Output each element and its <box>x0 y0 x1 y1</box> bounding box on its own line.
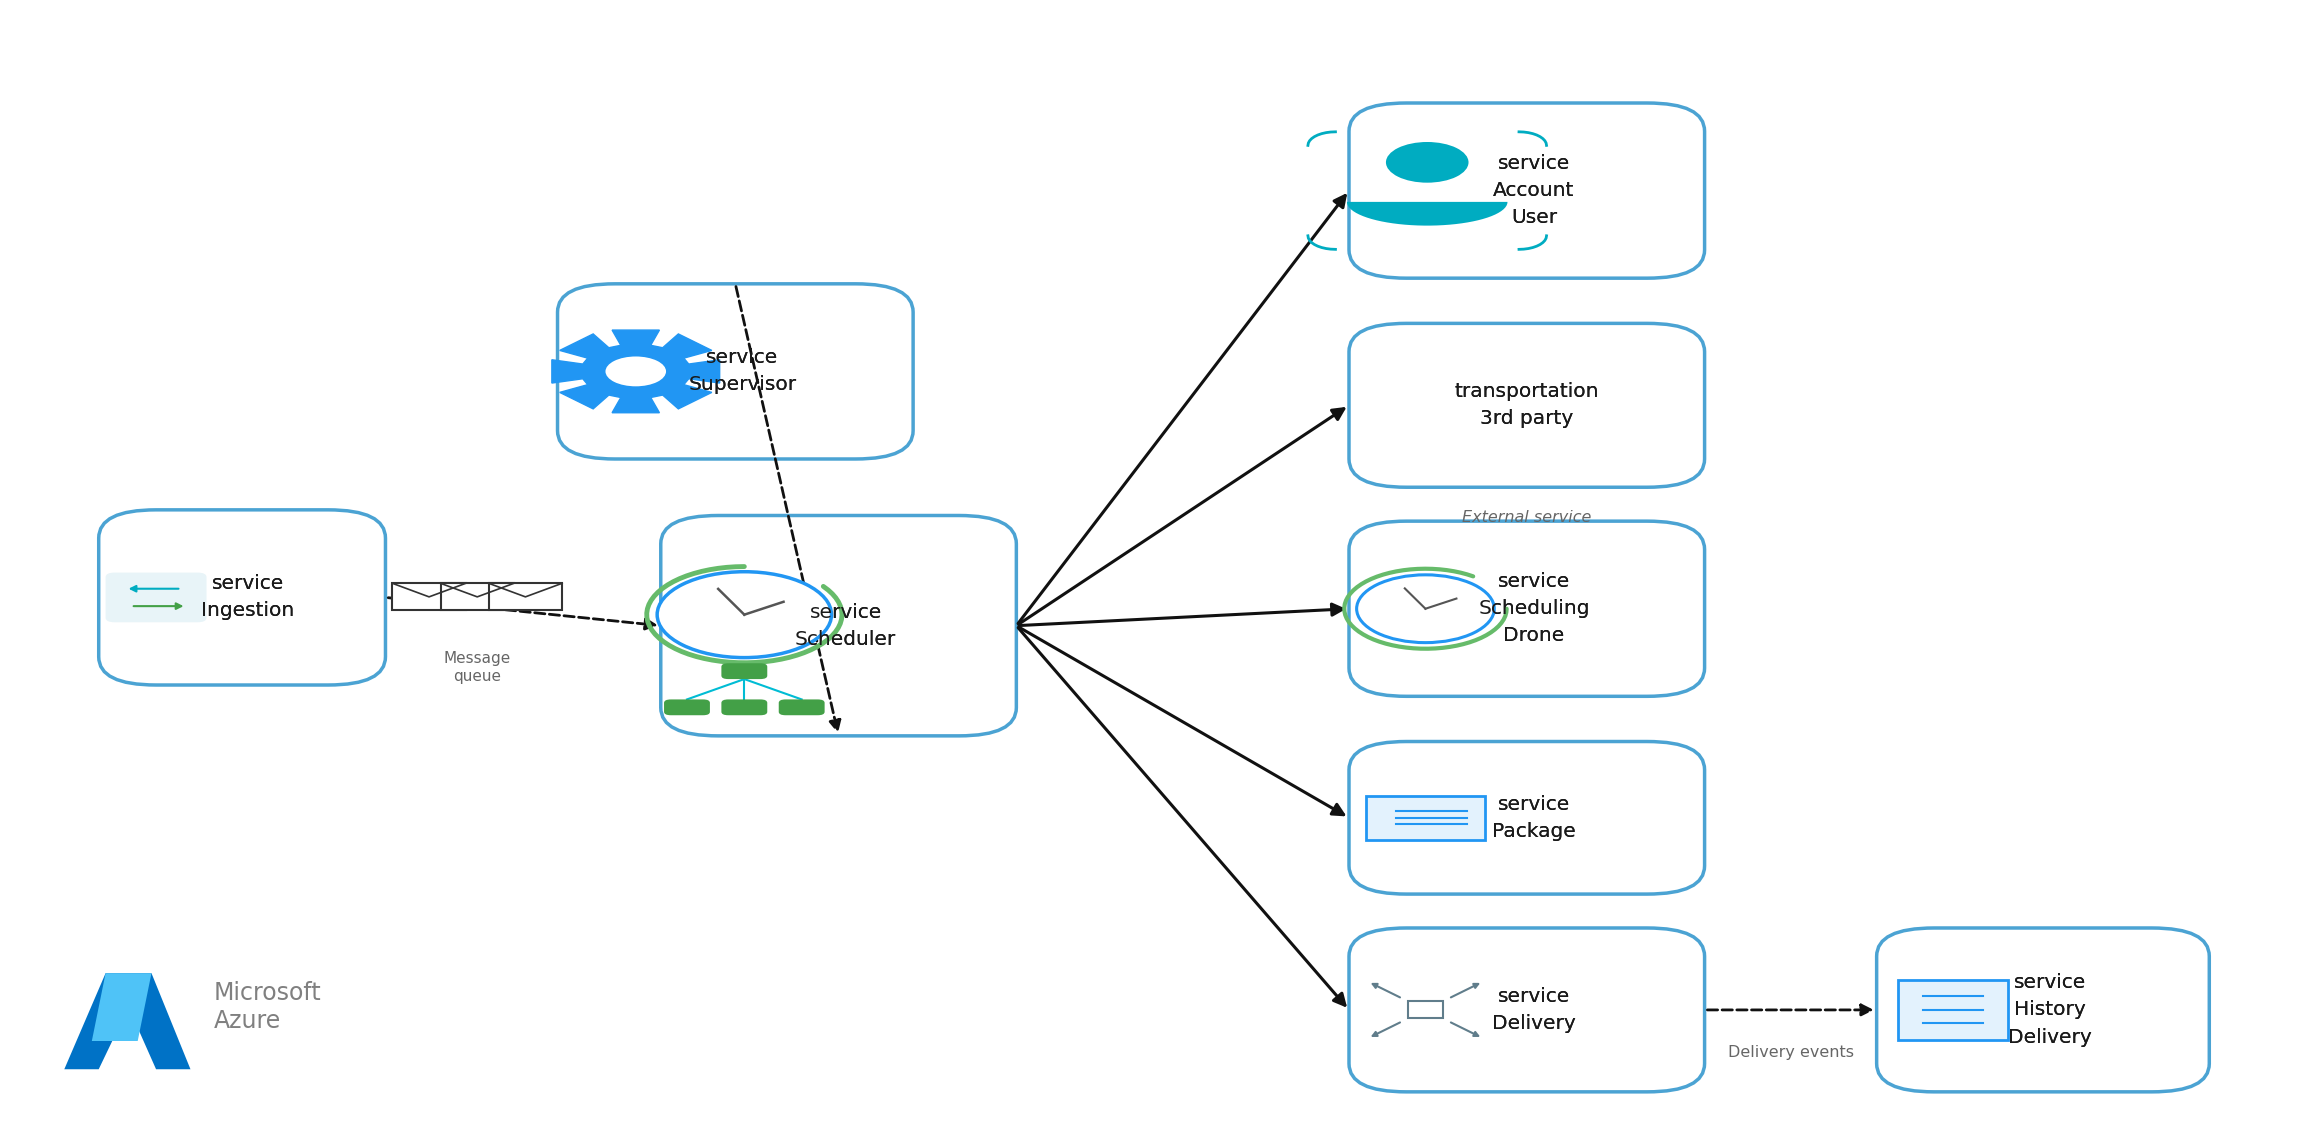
Text: service: service <box>1498 795 1569 813</box>
Text: Package: Package <box>1491 821 1576 841</box>
Text: service: service <box>212 574 284 594</box>
Text: service: service <box>810 603 882 621</box>
Text: Microsoft
Azure: Microsoft Azure <box>212 982 321 1033</box>
Circle shape <box>1357 574 1493 643</box>
Text: Delivery: Delivery <box>1491 1014 1576 1033</box>
FancyBboxPatch shape <box>1348 324 1706 487</box>
Text: Scheduler: Scheduler <box>794 629 896 649</box>
FancyBboxPatch shape <box>392 583 466 611</box>
Text: service: service <box>810 603 882 621</box>
Text: Account: Account <box>1493 181 1574 200</box>
Text: User: User <box>1512 208 1558 228</box>
Text: service: service <box>1498 572 1569 591</box>
FancyBboxPatch shape <box>441 583 515 611</box>
Text: User: User <box>1512 208 1558 228</box>
Text: service: service <box>706 348 778 367</box>
FancyBboxPatch shape <box>489 583 563 611</box>
Text: 3rd party: 3rd party <box>1479 410 1574 428</box>
FancyBboxPatch shape <box>1348 741 1706 895</box>
FancyBboxPatch shape <box>1408 1001 1442 1018</box>
FancyBboxPatch shape <box>106 572 205 622</box>
FancyBboxPatch shape <box>1897 980 2008 1040</box>
Circle shape <box>1385 142 1468 183</box>
Text: Scheduling: Scheduling <box>1477 599 1590 618</box>
Text: service: service <box>2013 974 2086 992</box>
Text: Ingestion: Ingestion <box>201 602 295 620</box>
FancyBboxPatch shape <box>1348 522 1706 697</box>
Circle shape <box>658 572 831 658</box>
Text: transportation: transportation <box>1454 382 1599 402</box>
Text: Account: Account <box>1493 181 1574 200</box>
Polygon shape <box>552 331 720 413</box>
FancyBboxPatch shape <box>778 699 824 715</box>
Text: service: service <box>1498 572 1569 591</box>
FancyBboxPatch shape <box>722 699 766 715</box>
Text: Message
queue: Message queue <box>443 651 510 683</box>
Text: Package: Package <box>1491 821 1576 841</box>
Text: Ingestion: Ingestion <box>201 602 295 620</box>
FancyBboxPatch shape <box>1366 796 1484 840</box>
Text: service: service <box>1498 987 1569 1006</box>
Text: History: History <box>2015 1000 2086 1019</box>
Text: External service: External service <box>1461 510 1593 525</box>
Text: Delivery: Delivery <box>2008 1027 2091 1047</box>
Text: Delivery: Delivery <box>2008 1027 2091 1047</box>
Text: service: service <box>1498 987 1569 1006</box>
Text: service: service <box>2013 974 2086 992</box>
Polygon shape <box>1348 201 1507 225</box>
FancyBboxPatch shape <box>1348 103 1706 278</box>
Text: Supervisor: Supervisor <box>688 375 796 395</box>
Text: service: service <box>212 574 284 594</box>
Text: Drone: Drone <box>1503 627 1565 645</box>
Polygon shape <box>92 974 152 1041</box>
Text: Supervisor: Supervisor <box>688 375 796 395</box>
FancyBboxPatch shape <box>665 699 711 715</box>
Text: service: service <box>1498 154 1569 173</box>
FancyBboxPatch shape <box>722 664 766 680</box>
FancyBboxPatch shape <box>660 516 1016 736</box>
Text: Delivery events: Delivery events <box>1729 1046 1853 1060</box>
FancyBboxPatch shape <box>99 510 385 685</box>
FancyBboxPatch shape <box>1348 928 1706 1091</box>
Text: service: service <box>1498 154 1569 173</box>
Polygon shape <box>65 974 192 1070</box>
Text: 3rd party: 3rd party <box>1479 410 1574 428</box>
FancyBboxPatch shape <box>559 284 914 459</box>
Circle shape <box>605 357 667 387</box>
Text: service: service <box>706 348 778 367</box>
Text: Scheduling: Scheduling <box>1477 599 1590 618</box>
Text: Scheduler: Scheduler <box>794 629 896 649</box>
Text: Drone: Drone <box>1503 627 1565 645</box>
Text: Delivery: Delivery <box>1491 1014 1576 1033</box>
Text: History: History <box>2015 1000 2086 1019</box>
FancyBboxPatch shape <box>1876 928 2209 1091</box>
Text: service: service <box>1498 795 1569 813</box>
Text: transportation: transportation <box>1454 382 1599 402</box>
